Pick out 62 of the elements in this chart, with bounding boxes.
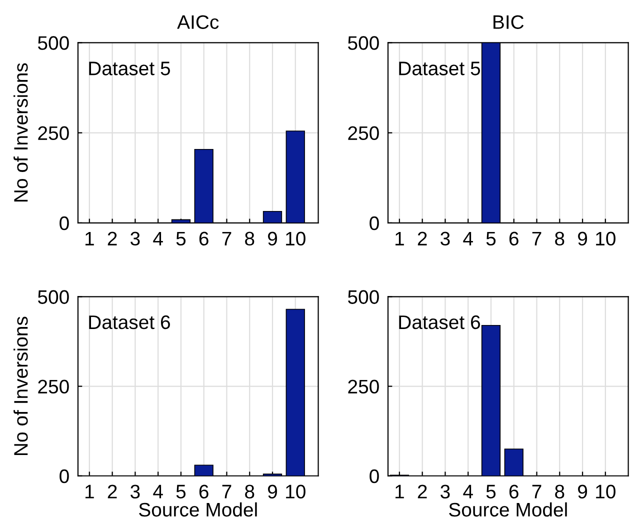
y-tick-label: 250 xyxy=(38,380,69,394)
x-tick-label: 5 xyxy=(176,232,186,246)
y-tick-label: 250 xyxy=(348,380,379,394)
x-tick-label: 5 xyxy=(176,484,186,498)
x-tick-label: 1 xyxy=(86,484,94,498)
x-tick-label: 3 xyxy=(440,484,450,498)
x-tick-label: 6 xyxy=(199,232,208,246)
x-tick-label: 6 xyxy=(509,232,518,246)
x-tick-label: 1 xyxy=(396,484,404,498)
x-tick-label: 2 xyxy=(418,484,427,498)
x-tick-label: 6 xyxy=(199,484,208,498)
x-tick-label: 10 xyxy=(286,484,306,498)
y-tick-label: 0 xyxy=(60,469,69,484)
x-tick-label: 4 xyxy=(153,232,163,246)
x-tick-label: 7 xyxy=(222,232,232,246)
x-tick-label: 2 xyxy=(418,232,427,246)
x-tick-label: 7 xyxy=(532,232,542,246)
x-axis-title: Source Model xyxy=(139,502,257,517)
y-axis-title: No of Inversions xyxy=(14,316,28,455)
annotation: Dataset 5 xyxy=(89,62,170,76)
chart-title: AICc xyxy=(177,15,219,29)
x-tick-label: 7 xyxy=(532,484,542,498)
y-tick-label: 250 xyxy=(38,126,69,140)
x-tick-label: 9 xyxy=(268,484,277,498)
y-tick-label: 0 xyxy=(370,216,379,230)
x-tick-label: 2 xyxy=(108,232,117,246)
x-tick-label: 6 xyxy=(509,484,518,498)
y-tick-label: 500 xyxy=(348,290,379,304)
x-tick-label: 9 xyxy=(268,232,277,246)
x-tick-label: 3 xyxy=(130,232,140,246)
x-tick-label: 9 xyxy=(578,232,588,246)
chart-title: BIC xyxy=(494,15,524,29)
x-tick-label: 3 xyxy=(130,484,140,498)
x-tick-label: 1 xyxy=(396,232,404,246)
y-tick-label: 250 xyxy=(348,126,379,140)
x-tick-label: 8 xyxy=(245,484,254,498)
x-tick-label: 4 xyxy=(463,484,473,498)
y-tick-label: 0 xyxy=(370,469,379,484)
annotation: Dataset 6 xyxy=(399,315,480,330)
x-tick-label: 1 xyxy=(86,232,94,246)
x-tick-label: 4 xyxy=(153,484,163,498)
x-tick-label: 8 xyxy=(555,232,564,246)
x-tick-label: 10 xyxy=(596,232,616,246)
x-tick-label: 5 xyxy=(486,484,496,498)
y-tick-label: 0 xyxy=(60,216,69,230)
x-tick-label: 8 xyxy=(245,232,254,246)
x-tick-label: 4 xyxy=(463,232,473,246)
x-axis-title: Source Model xyxy=(449,502,567,517)
x-tick-label: 8 xyxy=(555,484,564,498)
x-tick-label: 2 xyxy=(108,484,117,498)
x-tick-label: 7 xyxy=(222,484,232,498)
x-tick-label: 9 xyxy=(578,484,588,498)
x-tick-label: 5 xyxy=(486,232,496,246)
annotation: Dataset 6 xyxy=(89,315,170,330)
y-tick-label: 500 xyxy=(38,290,69,304)
x-tick-label: 10 xyxy=(596,484,616,498)
x-tick-label: 10 xyxy=(286,232,306,246)
annotation: Dataset 5 xyxy=(399,62,480,76)
y-axis-title: No of Inversions xyxy=(14,63,28,202)
x-tick-label: 3 xyxy=(440,232,450,246)
y-tick-label: 500 xyxy=(38,36,69,50)
y-tick-label: 500 xyxy=(348,36,379,50)
